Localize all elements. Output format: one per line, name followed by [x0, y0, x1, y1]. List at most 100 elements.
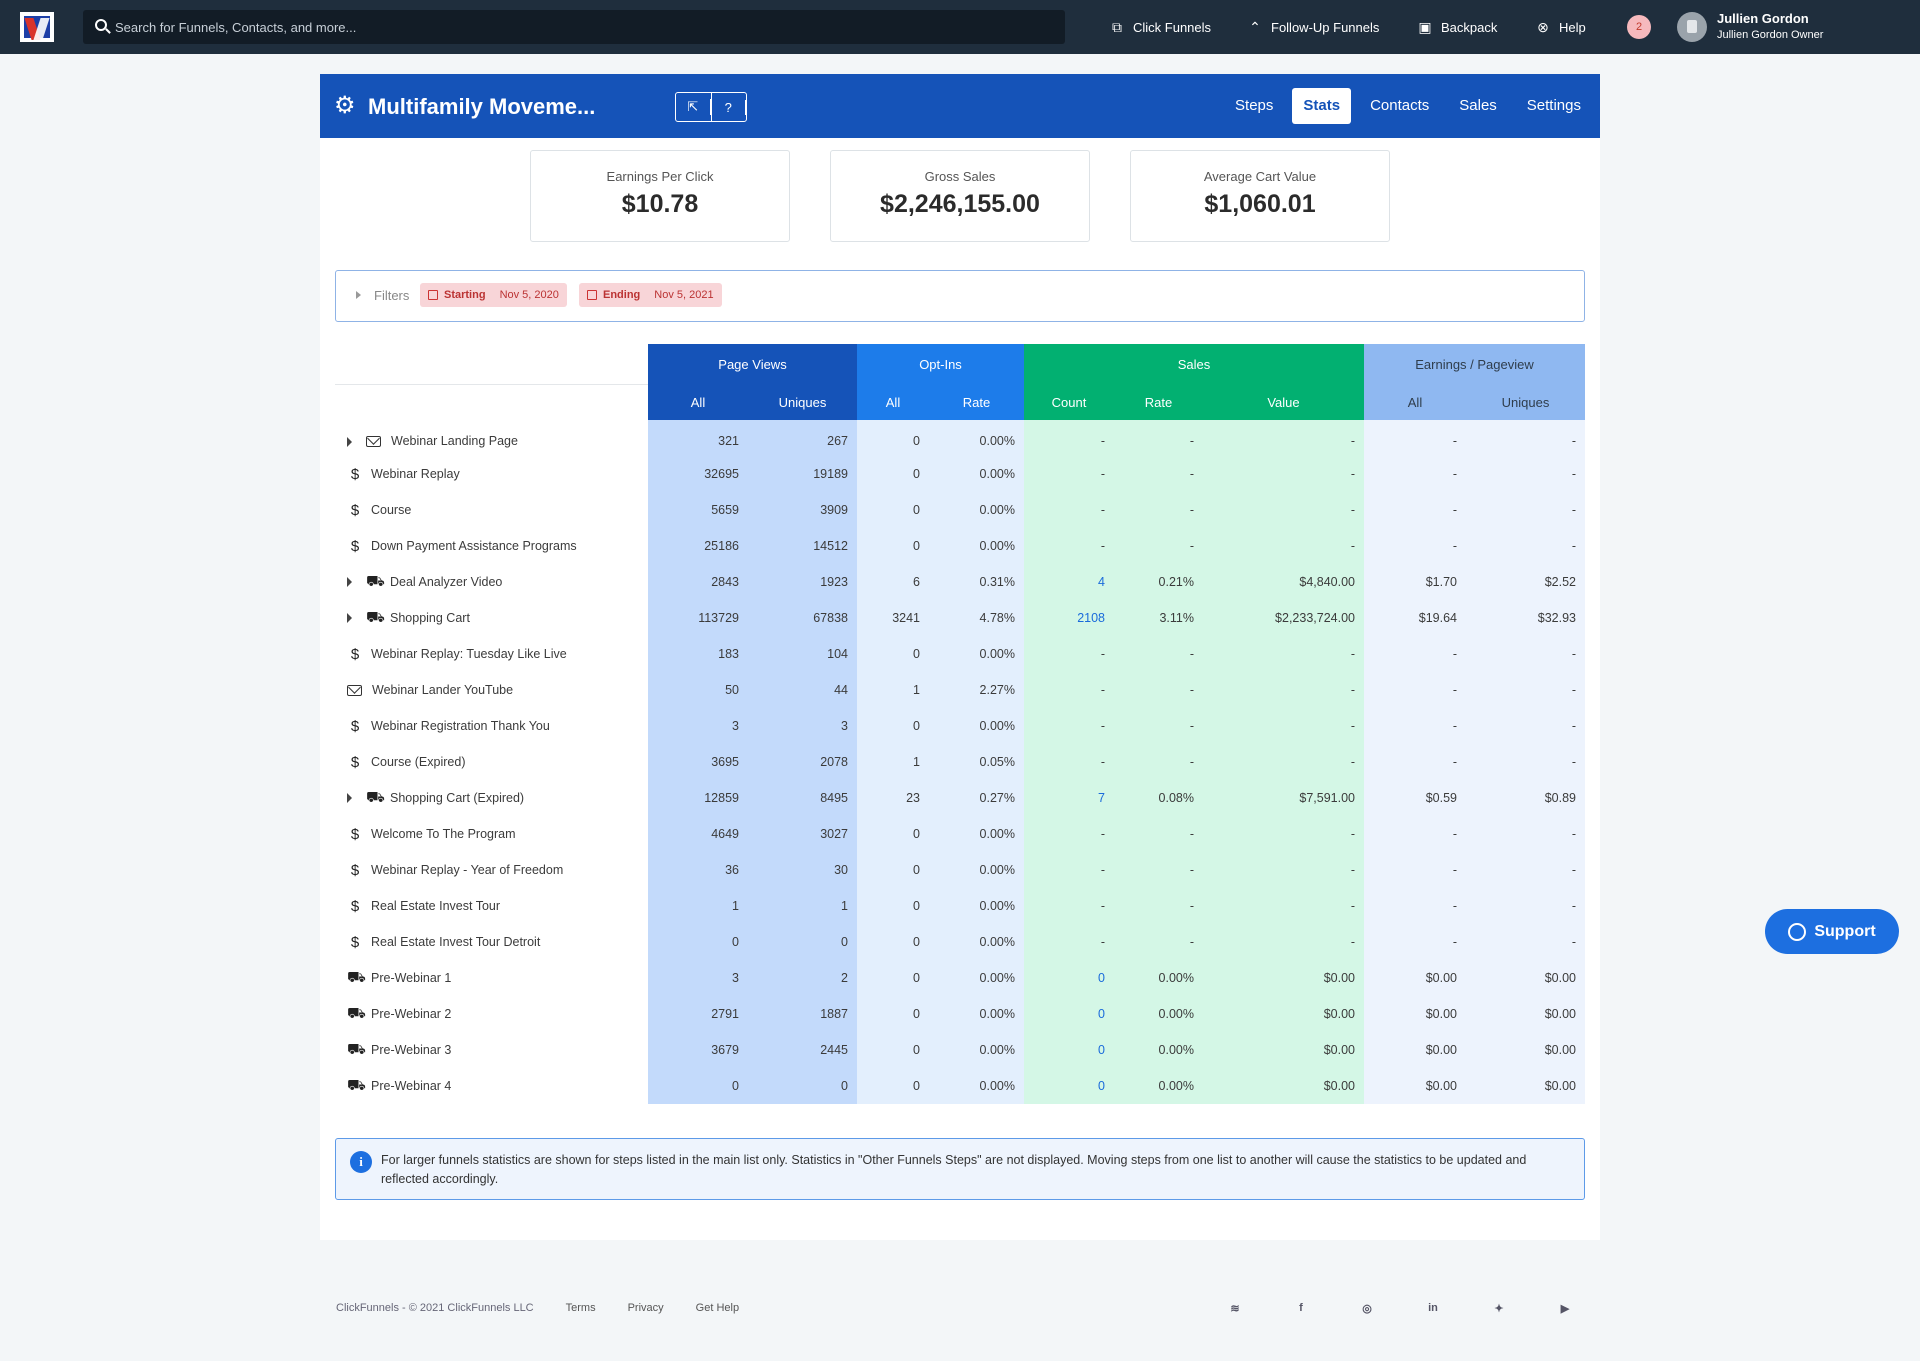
cart-icon: ⛟ [366, 572, 385, 590]
table-row[interactable]: $ Webinar Replay 32695 19189 0 0.00% - - - - - [335, 456, 1585, 492]
cell-oi-rate: 0.00% [929, 996, 1024, 1032]
step-name-cell[interactable]: $ Webinar Registration Thank You [335, 708, 648, 744]
cell-oi-all: 0 [857, 960, 929, 996]
table-row[interactable]: ⛟ Shopping Cart 113729 67838 3241 4.78% 2108 3.… [335, 600, 1585, 636]
table-row[interactable]: $ Webinar Registration Thank You 3 3 0 0.00% -… [335, 708, 1585, 744]
table-row[interactable]: Webinar Lander YouTube 50 44 1 2.27% - - - - - [335, 672, 1585, 708]
step-name-cell[interactable]: $ Webinar Replay - Year of Freedom [335, 852, 648, 888]
cell-s-count: - [1024, 492, 1114, 528]
filter-ending-chip[interactable]: Ending Nov 5, 2021 [579, 283, 722, 307]
caret-right-icon[interactable] [356, 291, 361, 299]
footer-link-get-help[interactable]: Get Help [695, 1302, 740, 1314]
table-row[interactable]: ⛟ Pre-Webinar 4 0 0 0 0.00% 0 0.00% $0.00 $0.00 $0… [335, 1068, 1585, 1104]
cell-e-uniq: - [1466, 888, 1585, 924]
avatar[interactable] [1677, 12, 1707, 42]
table-row[interactable]: $ Webinar Replay: Tuesday Like Live 183 104… [335, 636, 1585, 672]
tab-steps[interactable]: Steps [1235, 97, 1274, 114]
cell-s-count[interactable]: 0 [1024, 960, 1114, 996]
cell-e-all: - [1364, 420, 1466, 456]
step-name-cell[interactable]: ⛟ Pre-Webinar 4 [335, 1068, 648, 1104]
step-name-cell[interactable]: $ Real Estate Invest Tour [335, 888, 648, 924]
cell-e-uniq: $2.52 [1466, 564, 1585, 600]
twitter-icon[interactable]: ✦ [1494, 1303, 1504, 1315]
nav-backpack[interactable]: ▣ Backpack [1417, 17, 1497, 37]
footer: ClickFunnels - © 2021 ClickFunnels LLC T… [336, 1302, 739, 1314]
step-name-cell[interactable]: ⛟ Deal Analyzer Video [335, 564, 648, 600]
metric-gross-sales: Gross Sales $2,246,155.00 [830, 150, 1090, 242]
instagram-icon[interactable]: ◎ [1362, 1303, 1372, 1315]
table-row[interactable]: $ Real Estate Invest Tour 1 1 0 0.00% - - - - - [335, 888, 1585, 924]
expand-caret-icon[interactable] [347, 613, 352, 623]
help-button[interactable]: ? [712, 93, 746, 121]
footer-link-privacy[interactable]: Privacy [627, 1302, 664, 1314]
step-name-cell[interactable]: $ Webinar Replay [335, 456, 648, 492]
step-name-cell[interactable]: Webinar Landing Page [335, 420, 648, 456]
tab-settings[interactable]: Settings [1526, 97, 1581, 114]
step-name-cell[interactable]: $ Welcome To The Program [335, 816, 648, 852]
table-row[interactable]: ⛟ Pre-Webinar 1 3 2 0 0.00% 0 0.00% $0.00 $0.00 $0… [335, 960, 1585, 996]
step-name-cell[interactable]: $ Down Payment Assistance Programs [335, 528, 648, 564]
cell-s-count[interactable]: 0 [1024, 996, 1114, 1032]
step-name-cell[interactable]: ⛟ Shopping Cart (Expired) [335, 780, 648, 816]
cell-pv-uniq: 3027 [748, 816, 857, 852]
step-name-cell[interactable]: ⛟ Pre-Webinar 3 [335, 1032, 648, 1068]
filters-toggle[interactable]: Filters [374, 288, 410, 303]
step-name-cell[interactable]: $ Webinar Replay: Tuesday Like Live [335, 636, 648, 672]
external-link-button[interactable]: ⇱ [676, 93, 712, 121]
tab-contacts[interactable]: Contacts [1370, 97, 1430, 114]
nav-label: Backpack [1441, 19, 1498, 35]
cell-s-count[interactable]: 0 [1024, 1032, 1114, 1068]
table-row[interactable]: ⛟ Pre-Webinar 3 3679 2445 0 0.00% 0 0.00% $0.00 $… [335, 1032, 1585, 1068]
cell-s-count: - [1024, 744, 1114, 780]
cell-s-count[interactable]: 4 [1024, 564, 1114, 600]
linkedin-icon[interactable]: in [1428, 1302, 1438, 1314]
step-name-cell[interactable]: ⛟ Pre-Webinar 1 [335, 960, 648, 996]
table-row[interactable]: $ Course (Expired) 3695 2078 1 0.05% - - - - - [335, 744, 1585, 780]
cell-e-uniq: - [1466, 708, 1585, 744]
nav-follow-up-funnels[interactable]: ⌃ Follow-Up Funnels [1247, 17, 1379, 37]
cell-s-count[interactable]: 7 [1024, 780, 1114, 816]
group-sales: Sales [1024, 344, 1364, 384]
cell-s-rate: - [1114, 528, 1203, 564]
cell-s-count[interactable]: 0 [1024, 1068, 1114, 1104]
gear-icon[interactable]: ⚙ [334, 92, 356, 119]
subheader-oi-all: All [857, 384, 929, 420]
step-name-cell[interactable]: ⛟ Pre-Webinar 2 [335, 996, 648, 1032]
cell-oi-rate: 0.00% [929, 960, 1024, 996]
youtube-icon[interactable]: ▶ [1560, 1303, 1570, 1315]
step-name-cell[interactable]: $ Course (Expired) [335, 744, 648, 780]
support-button[interactable]: Support [1765, 909, 1899, 954]
table-row[interactable]: $ Down Payment Assistance Programs 25186 14… [335, 528, 1585, 564]
facebook-icon[interactable]: f [1299, 1302, 1303, 1314]
step-name-cell[interactable]: Webinar Lander YouTube [335, 672, 648, 708]
expand-caret-icon[interactable] [347, 577, 352, 587]
rss-icon[interactable]: ≋ [1230, 1303, 1240, 1315]
search-input[interactable] [115, 10, 1055, 44]
notification-badge[interactable]: 2 [1627, 15, 1651, 39]
nav-help[interactable]: ⊗ Help [1535, 17, 1586, 37]
cell-s-count[interactable]: 2108 [1024, 600, 1114, 636]
clickfunnels-logo[interactable] [20, 12, 54, 42]
step-name-cell[interactable]: ⛟ Shopping Cart [335, 600, 648, 636]
expand-caret-icon[interactable] [347, 436, 352, 447]
clickfunnels-icon: ⧉ [1112, 18, 1122, 35]
tab-sales[interactable]: Sales [1459, 97, 1497, 114]
expand-caret-icon[interactable] [347, 793, 352, 803]
table-row[interactable]: $ Webinar Replay - Year of Freedom 36 30 0 0.… [335, 852, 1585, 888]
metric-earnings-per-click: Earnings Per Click $10.78 [530, 150, 790, 242]
step-name-cell[interactable]: $ Real Estate Invest Tour Detroit [335, 924, 648, 960]
table-row[interactable]: ⛟ Shopping Cart (Expired) 12859 8495 23 0.27%… [335, 780, 1585, 816]
tab-stats[interactable]: Stats [1292, 88, 1352, 124]
footer-link-terms[interactable]: Terms [565, 1302, 596, 1314]
step-name-cell[interactable]: $ Course [335, 492, 648, 528]
table-row[interactable]: $ Welcome To The Program 4649 3027 0 0.00% - - -… [335, 816, 1585, 852]
table-row[interactable]: $ Course 5659 3909 0 0.00% - - - - - [335, 492, 1585, 528]
user-name[interactable]: Jullien Gordon [1717, 11, 1809, 26]
table-row[interactable]: Webinar Landing Page 321 267 0 0.00% - - - - - [335, 420, 1585, 456]
table-row[interactable]: $ Real Estate Invest Tour Detroit 0 0 0 0.00%… [335, 924, 1585, 960]
table-row[interactable]: ⛟ Pre-Webinar 2 2791 1887 0 0.00% 0 0.00% $0.00 $… [335, 996, 1585, 1032]
filter-starting-chip[interactable]: Starting Nov 5, 2020 [420, 283, 567, 307]
table-row[interactable]: ⛟ Deal Analyzer Video 2843 1923 6 0.31% 4 0.21%… [335, 564, 1585, 600]
cell-s-value: - [1203, 744, 1364, 780]
nav-click-funnels[interactable]: ⧉ Click Funnels [1109, 17, 1211, 37]
